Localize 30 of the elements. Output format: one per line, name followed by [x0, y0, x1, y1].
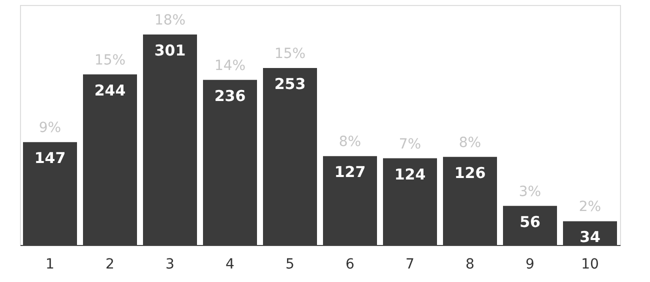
data-label: 127: [334, 163, 366, 182]
data-label: 56: [520, 212, 540, 231]
annotation: 18%: [154, 12, 186, 28]
annotation: 14%: [214, 58, 246, 74]
annotation: 8%: [458, 134, 482, 151]
annotation: 7%: [398, 136, 422, 152]
x-tick-label: 9: [526, 256, 534, 272]
data-label: 236: [214, 86, 246, 105]
annotation: 2%: [578, 199, 602, 216]
x-tick-label: 6: [346, 256, 355, 272]
data-label: 34: [580, 228, 600, 246]
annotation: 3%: [518, 184, 542, 200]
annotation: 15%: [94, 52, 126, 68]
x-tick-label: 4: [226, 256, 235, 272]
annotation: 8%: [338, 134, 362, 150]
data-label: 147: [34, 149, 66, 168]
data-label: 126: [454, 164, 486, 182]
x-tick-label: 7: [406, 256, 414, 272]
data-label: 301: [154, 41, 186, 60]
data-label: 244: [94, 81, 126, 100]
x-tick-label: 1: [46, 256, 54, 272]
x-tick-label: 10: [581, 256, 599, 272]
x-tick-label: 8: [466, 256, 474, 272]
x-tick-label: 5: [286, 256, 294, 272]
x-tick-label: 2: [106, 256, 114, 272]
data-label: 253: [274, 75, 306, 94]
annotation: 9%: [38, 120, 62, 136]
x-tick-label: 3: [166, 256, 174, 272]
annotation: 15%: [274, 46, 306, 62]
data-label: 124: [394, 165, 426, 184]
